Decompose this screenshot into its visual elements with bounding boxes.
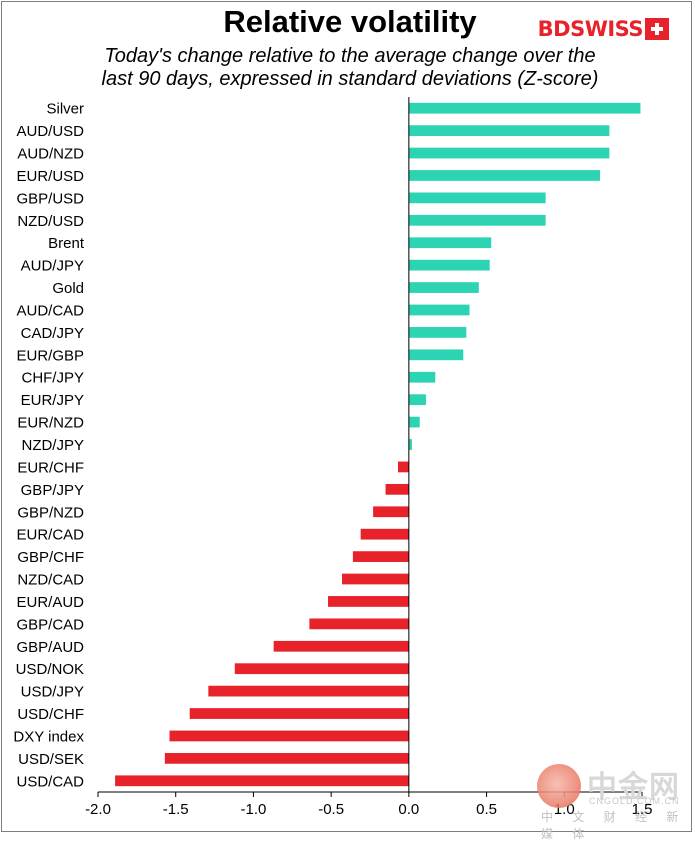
category-label: EUR/USD bbox=[16, 168, 84, 185]
category-label: USD/CAD bbox=[16, 773, 84, 790]
category-label: GBP/CAD bbox=[16, 616, 84, 633]
bar-aud-nzd bbox=[408, 147, 610, 159]
category-label: GBP/AUD bbox=[16, 639, 84, 656]
bar-gbp-aud bbox=[273, 640, 409, 652]
bar-silver bbox=[408, 102, 641, 114]
x-tick-label: -2.0 bbox=[85, 801, 111, 818]
bar-eur-usd bbox=[408, 170, 601, 181]
bar-cad-jpy bbox=[408, 327, 467, 338]
bar-aud-cad bbox=[408, 304, 470, 316]
category-label: Silver bbox=[46, 101, 84, 118]
x-tick-label: -1.0 bbox=[240, 801, 266, 818]
chart-title: Relative volatility bbox=[223, 4, 477, 39]
category-label: USD/NOK bbox=[16, 661, 84, 678]
bar-gbp-nzd bbox=[373, 506, 409, 518]
bar-usd-sek bbox=[164, 752, 409, 764]
bar-dxy-index bbox=[169, 730, 409, 742]
cngold-watermark: 中金网 CNGOLD.COM.CN 中 文 财 经 新 媒 体 bbox=[537, 762, 687, 841]
category-label: EUR/CAD bbox=[16, 527, 84, 544]
category-label: Brent bbox=[48, 235, 85, 252]
category-label: USD/SEK bbox=[18, 751, 84, 768]
bar-aud-usd bbox=[408, 125, 610, 137]
bar-gbp-jpy bbox=[385, 483, 409, 495]
chart-subtitle-line2: last 90 days, expressed in standard devi… bbox=[101, 68, 599, 90]
chart-subtitle-line1: Today's change relative to the average c… bbox=[104, 45, 596, 67]
bar-nzd-cad bbox=[342, 573, 409, 585]
bar-eur-cad bbox=[360, 528, 409, 540]
category-label: GBP/NZD bbox=[17, 504, 84, 521]
cngold-logo-icon bbox=[537, 764, 581, 808]
category-label: NZD/CAD bbox=[17, 572, 84, 589]
watermark-domain: CNGOLD.COM.CN bbox=[589, 796, 680, 806]
bar-usd-cad bbox=[115, 775, 409, 787]
bar-eur-chf bbox=[397, 461, 409, 473]
category-label: CHF/JPY bbox=[21, 370, 84, 387]
category-label: GBP/JPY bbox=[21, 482, 84, 499]
bar-aud-jpy bbox=[408, 259, 490, 271]
category-label: EUR/GBP bbox=[16, 347, 84, 364]
bar-nzd-jpy bbox=[408, 439, 412, 450]
bar-gbp-cad bbox=[309, 618, 409, 630]
x-tick-label: 0.5 bbox=[476, 801, 497, 818]
bar-chf-jpy bbox=[408, 371, 436, 383]
bar-nzd-usd bbox=[408, 214, 546, 226]
category-label: AUD/USD bbox=[16, 123, 84, 140]
category-label: AUD/NZD bbox=[17, 146, 84, 163]
category-label: CAD/JPY bbox=[21, 325, 84, 342]
x-tick-label: 1.5 bbox=[632, 801, 653, 818]
watermark-tagline: 中 文 财 经 新 媒 体 bbox=[541, 810, 687, 841]
category-label: EUR/JPY bbox=[21, 392, 84, 409]
bar-gbp-chf bbox=[352, 551, 409, 562]
category-label: DXY index bbox=[13, 728, 84, 745]
bar-eur-jpy bbox=[408, 394, 426, 406]
category-label: AUD/JPY bbox=[21, 258, 84, 275]
bar-brent bbox=[408, 237, 492, 249]
watermark-name: 中金网 bbox=[587, 770, 680, 805]
category-label: EUR/CHF bbox=[17, 459, 84, 476]
x-tick-label: 0.0 bbox=[398, 801, 419, 818]
swiss-cross-flag-icon bbox=[645, 18, 669, 40]
brand-name: BDSWISS bbox=[537, 17, 644, 41]
bar-gold bbox=[408, 282, 479, 293]
category-label: AUD/CAD bbox=[16, 302, 84, 319]
bar-usd-chf bbox=[189, 708, 409, 719]
bar-usd-nok bbox=[234, 663, 409, 675]
category-label: Gold bbox=[52, 280, 84, 297]
bar-eur-aud bbox=[328, 596, 409, 607]
bar-gbp-usd bbox=[408, 192, 546, 204]
category-label: USD/JPY bbox=[21, 684, 84, 701]
x-tick-label: -0.5 bbox=[318, 801, 344, 818]
category-label: GBP/USD bbox=[16, 190, 84, 207]
bar-eur-nzd bbox=[408, 416, 420, 428]
x-tick-label: -1.5 bbox=[163, 801, 189, 818]
category-label: NZD/USD bbox=[17, 213, 84, 230]
category-label: GBP/CHF bbox=[17, 549, 84, 566]
category-label: EUR/NZD bbox=[17, 415, 84, 432]
category-label: USD/CHF bbox=[17, 706, 84, 723]
bdswiss-logo: BDSWISS bbox=[538, 16, 669, 42]
bar-usd-jpy bbox=[208, 685, 409, 697]
bar-eur-gbp bbox=[408, 349, 464, 361]
category-label: EUR/AUD bbox=[16, 594, 84, 611]
category-label: NZD/JPY bbox=[21, 437, 84, 454]
